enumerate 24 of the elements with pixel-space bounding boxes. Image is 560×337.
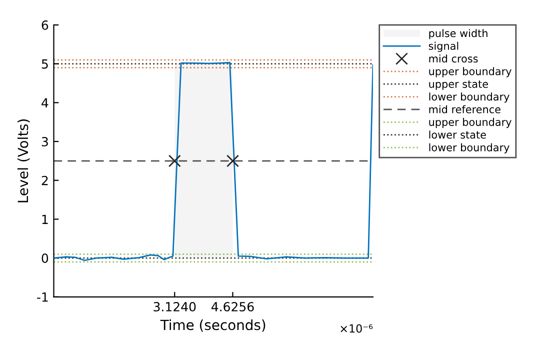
- x-tick-label: 3.1240: [154, 302, 196, 312]
- y-tick-label: 0: [42, 254, 48, 263]
- y-tick-label: 2: [42, 176, 48, 186]
- legend-label: mid reference: [429, 105, 500, 114]
- legend-label: upper boundary: [429, 67, 512, 78]
- y-tick-label: 6: [42, 20, 48, 30]
- line-series: [54, 62, 373, 262]
- text: ×10⁻⁶: [340, 324, 373, 333]
- legend-label: lower boundary: [429, 92, 510, 103]
- legend-label: upper state: [429, 80, 488, 90]
- legend-label: pulse width: [429, 29, 488, 40]
- y-tick-label: 5: [42, 59, 48, 69]
- y-tick-label: 4: [42, 98, 48, 108]
- x-tick-label: 4.6256: [211, 302, 254, 312]
- legend-label: lower boundary: [429, 143, 510, 154]
- legend-label: signal: [428, 42, 458, 52]
- y-tick-label: 1: [42, 214, 48, 224]
- legend-label: lower state: [429, 130, 486, 139]
- x-axis-title: Time (seconds): [160, 319, 266, 332]
- legend-label: upper boundary: [429, 118, 512, 128]
- y-tick-label: -1: [37, 292, 48, 302]
- y-axis-title: Level (Volts): [17, 119, 30, 202]
- legend-label: mid cross: [429, 54, 478, 63]
- y-tick-label: 3: [42, 136, 48, 146]
